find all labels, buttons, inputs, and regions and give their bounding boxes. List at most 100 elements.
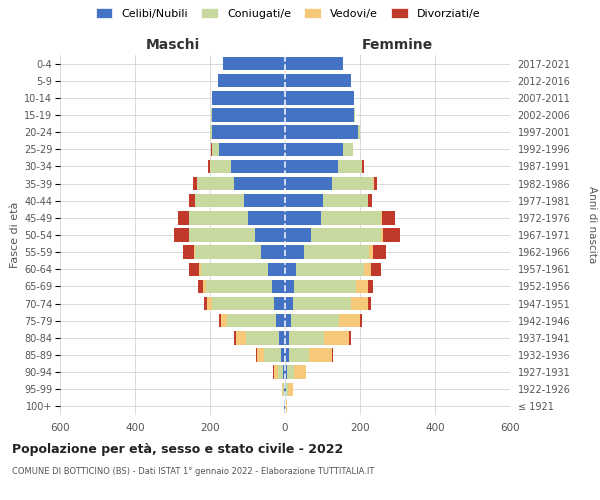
Bar <box>218 74 285 88</box>
Bar <box>371 262 380 276</box>
Bar <box>340 314 360 328</box>
Bar <box>248 211 285 224</box>
Bar <box>304 246 370 259</box>
Bar <box>285 382 286 396</box>
Bar <box>260 246 285 259</box>
Bar <box>325 331 349 344</box>
Bar <box>208 297 212 310</box>
Bar <box>380 228 383 241</box>
Bar <box>285 314 290 328</box>
Bar <box>211 142 212 156</box>
Bar <box>206 280 272 293</box>
Bar <box>285 177 332 190</box>
Bar <box>364 262 371 276</box>
Bar <box>273 366 274 379</box>
Bar <box>285 331 289 344</box>
Bar <box>282 382 283 396</box>
Bar <box>272 280 285 293</box>
Bar <box>190 211 248 224</box>
Bar <box>373 246 386 259</box>
Bar <box>223 57 285 70</box>
Bar <box>310 348 332 362</box>
Bar <box>220 142 285 156</box>
Bar <box>323 194 367 207</box>
Bar <box>320 211 380 224</box>
Bar <box>178 211 189 224</box>
Bar <box>284 400 285 413</box>
Bar <box>285 126 358 139</box>
Bar <box>332 177 373 190</box>
Bar <box>350 297 367 310</box>
Bar <box>370 246 373 259</box>
Bar <box>193 177 197 190</box>
Bar <box>274 297 285 310</box>
Bar <box>349 331 350 344</box>
Bar <box>285 108 355 122</box>
Bar <box>285 91 355 104</box>
Bar <box>221 314 227 328</box>
Bar <box>283 366 285 379</box>
Bar <box>286 400 287 413</box>
Bar <box>220 314 221 328</box>
Bar <box>236 331 245 344</box>
Bar <box>358 126 360 139</box>
Bar <box>362 160 364 173</box>
Bar <box>287 366 295 379</box>
Bar <box>289 348 310 362</box>
Bar <box>285 246 304 259</box>
Bar <box>195 246 260 259</box>
Bar <box>367 194 368 207</box>
Bar <box>200 262 268 276</box>
Bar <box>227 314 275 328</box>
Bar <box>268 262 285 276</box>
Bar <box>203 280 206 293</box>
Bar <box>285 74 350 88</box>
Bar <box>290 314 340 328</box>
Bar <box>285 142 343 156</box>
Bar <box>293 297 350 310</box>
Text: Femmine: Femmine <box>362 38 433 52</box>
Text: COMUNE DI BOTTICINO (BS) - Dati ISTAT 1° gennaio 2022 - Elaborazione TUTTITALIA.: COMUNE DI BOTTICINO (BS) - Dati ISTAT 1°… <box>12 468 374 476</box>
Bar <box>285 228 311 241</box>
Bar <box>235 331 236 344</box>
Bar <box>199 262 200 276</box>
Bar <box>383 228 400 241</box>
Bar <box>197 177 235 190</box>
Bar <box>285 297 293 310</box>
Bar <box>286 382 288 396</box>
Bar <box>285 262 296 276</box>
Bar <box>244 194 285 207</box>
Bar <box>295 366 305 379</box>
Bar <box>280 331 285 344</box>
Bar <box>285 57 343 70</box>
Bar <box>195 194 244 207</box>
Bar <box>208 160 210 173</box>
Bar <box>289 331 325 344</box>
Text: Maschi: Maschi <box>145 38 200 52</box>
Bar <box>285 160 337 173</box>
Text: Popolazione per età, sesso e stato civile - 2022: Popolazione per età, sesso e stato civil… <box>12 442 343 456</box>
Bar <box>256 348 257 362</box>
Bar <box>212 108 285 122</box>
Bar <box>285 280 295 293</box>
Bar <box>295 280 356 293</box>
Bar <box>285 366 287 379</box>
Bar <box>305 366 307 379</box>
Bar <box>284 382 285 396</box>
Bar <box>194 246 195 259</box>
Legend: Celibi/Nubili, Coniugati/e, Vedovi/e, Divorziati/e: Celibi/Nubili, Coniugati/e, Vedovi/e, Di… <box>96 8 480 19</box>
Bar <box>197 280 203 293</box>
Bar <box>343 142 353 156</box>
Bar <box>285 348 289 362</box>
Bar <box>382 211 395 224</box>
Bar <box>210 160 230 173</box>
Bar <box>380 211 382 224</box>
Bar <box>188 228 190 241</box>
Bar <box>360 314 362 328</box>
Bar <box>368 194 372 207</box>
Bar <box>257 348 265 362</box>
Bar <box>373 177 377 190</box>
Bar <box>173 228 188 241</box>
Bar <box>212 142 220 156</box>
Bar <box>230 160 285 173</box>
